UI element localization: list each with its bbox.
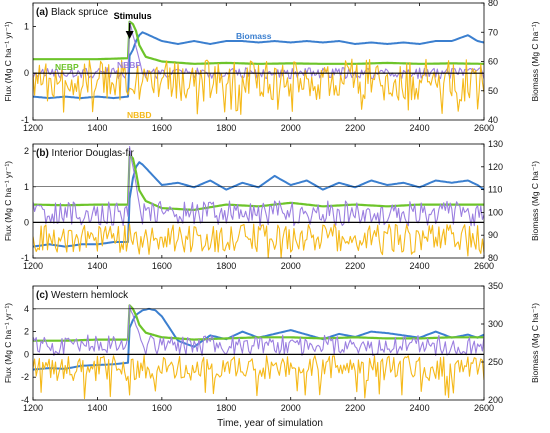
right-axis-label: Biomass (Mg C ha⁻¹) [530, 161, 540, 241]
right-tick-label: 300 [488, 319, 503, 329]
left-tick-label: -1 [21, 253, 29, 263]
left-axis-label: Flux (Mg C ha⁻¹ yr⁻¹) [3, 161, 13, 241]
x-tick-label: 1600 [152, 261, 172, 271]
left-tick-label: 0 [24, 217, 29, 227]
left-tick-label: 0 [24, 349, 29, 359]
plot-area [33, 146, 484, 258]
chart-panel-3: 1200 1400 1600 1800 2000 2200 2400 2600 -4 -2 0 2 4 2… [3, 281, 540, 413]
x-tick-label: 1800 [216, 261, 236, 271]
chart-panel-2: 1200 1400 1600 1800 2000 2200 2400 2600 -1 0 1 2 80 9… [3, 139, 540, 271]
x-tick-label: 1200 [23, 261, 43, 271]
nbbp-series-label: NBBP [117, 60, 141, 70]
stimulus-label: Stimulus [114, 11, 152, 21]
nbbp-series-line [33, 146, 484, 227]
panel-title: (b) Interior Douglas-fir [36, 148, 134, 159]
nebp-series-line [33, 20, 484, 65]
x-tick-label: 1800 [216, 403, 236, 413]
nebp-series-line [33, 304, 484, 342]
nbbp-series-line [33, 304, 484, 357]
right-tick-label: 130 [488, 139, 503, 149]
x-tick-label: 2000 [281, 261, 301, 271]
x-tick-label: 1200 [23, 403, 43, 413]
x-tick-label: 2600 [474, 123, 494, 133]
x-tick-label: 2400 [410, 261, 430, 271]
x-tick-label: 1600 [152, 123, 172, 133]
x-tick-label: 2400 [410, 123, 430, 133]
biomass-series-line [33, 31, 484, 100]
left-tick-label: 1 [24, 182, 29, 192]
nbbd-series-line [33, 355, 484, 400]
stimulus-arrow-head [125, 31, 134, 39]
right-tick-label: 70 [488, 27, 498, 37]
x-tick-label: 2600 [474, 261, 494, 271]
x-tick-label: 2400 [410, 403, 430, 413]
x-tick-label: 1800 [216, 123, 236, 133]
left-tick-label: 2 [24, 146, 29, 156]
left-tick-label: -2 [21, 372, 29, 382]
right-tick-label: 110 [488, 185, 502, 195]
right-tick-label: 50 [488, 86, 498, 96]
right-axis-label: Biomass (Mg C ha⁻¹) [530, 21, 540, 101]
left-axis-label: Flux (Mg C ha⁻¹ yr⁻¹) [3, 21, 13, 101]
right-tick-label: 40 [488, 115, 498, 125]
right-tick-label: 120 [488, 162, 503, 172]
x-tick-label: 2600 [474, 403, 494, 413]
left-axis-label: Flux (Mg C ha⁻¹ yr⁻¹) [3, 303, 13, 383]
right-tick-label: 80 [488, 253, 498, 263]
right-tick-label: 100 [488, 207, 503, 217]
x-tick-label: 2000 [281, 123, 301, 133]
left-tick-label: 2 [24, 327, 29, 337]
x-tick-label: 1400 [87, 123, 107, 133]
nebp-series-label: NEBP [55, 62, 79, 72]
panel-title: (a) Black spruce [36, 7, 109, 18]
biomass-series-label: Biomass [236, 31, 272, 41]
right-axis-label: Biomass (Mg C ha⁻¹) [530, 303, 540, 383]
left-tick-label: -1 [21, 115, 29, 125]
nbbd-series-label: NBBD [127, 110, 152, 120]
x-tick-label: 2200 [345, 261, 365, 271]
left-tick-label: -4 [21, 395, 29, 405]
nbbd-series-line [33, 58, 484, 115]
right-tick-label: 90 [488, 230, 498, 240]
panel-title: (c) Western hemlock [36, 290, 129, 301]
chart-panel-1: 1200 1400 1600 1800 2000 2200 2400 2600 -1 0 1 40 50… [3, 0, 540, 133]
x-tick-label: 2200 [345, 403, 365, 413]
nebp-series-line [33, 153, 484, 211]
x-tick-label: 2000 [281, 403, 301, 413]
x-axis-label: Time, year of simulation [217, 418, 323, 429]
x-tick-label: 1200 [23, 123, 43, 133]
right-tick-label: 200 [488, 395, 503, 405]
right-tick-label: 80 [488, 0, 498, 8]
plot-area [33, 304, 484, 400]
right-tick-label: 250 [488, 357, 503, 367]
biomass-series-line [33, 161, 484, 248]
left-tick-label: 1 [24, 21, 29, 31]
plot-frame [32, 143, 485, 259]
plot-frame [32, 285, 485, 401]
left-tick-label: 4 [24, 304, 29, 314]
right-tick-label: 350 [488, 281, 503, 291]
left-tick-label: 0 [24, 68, 29, 78]
x-tick-label: 1600 [152, 403, 172, 413]
nbbd-series-line [33, 223, 484, 258]
right-tick-label: 60 [488, 57, 498, 67]
x-tick-label: 1400 [87, 261, 107, 271]
x-tick-label: 1400 [87, 403, 107, 413]
x-tick-label: 2200 [345, 123, 365, 133]
